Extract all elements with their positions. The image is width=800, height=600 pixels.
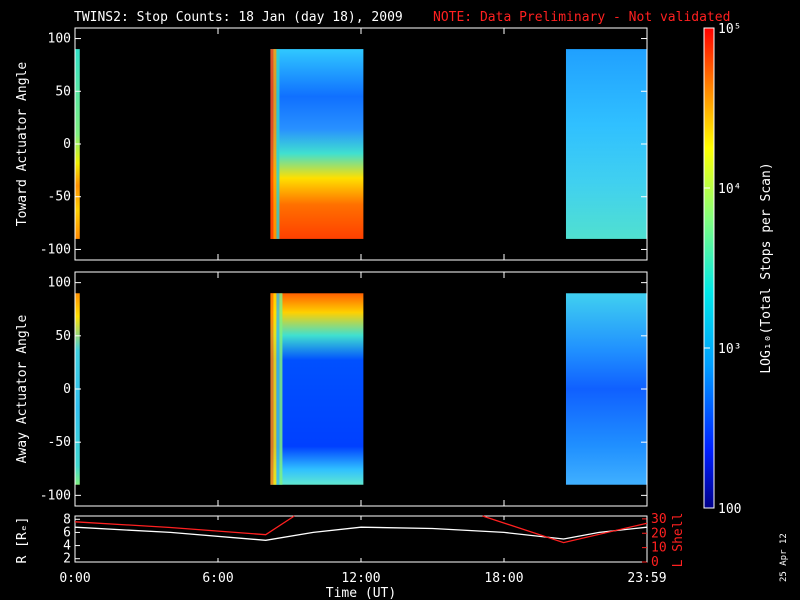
preliminary-note: NOTE: Data Preliminary - Not validated (433, 10, 730, 25)
colorbar-label: LOG₁₀(Total Stops per Scan) (759, 162, 774, 373)
lshell-tick-label-0: 30 (651, 512, 667, 527)
date-stamp: 25 Apr 12 (779, 533, 789, 582)
colorbar-tick-label-0: 10⁵ (718, 22, 741, 37)
away-y-label: Away Actuator Angle (15, 314, 30, 463)
away-ytick-label-3: -50 (48, 435, 71, 450)
lshell-tick-label-3: 0 (651, 555, 659, 570)
r-tick-label-0: 8 (63, 512, 71, 527)
toward-streak-2 (276, 49, 280, 239)
away-segment-2 (565, 293, 647, 485)
toward-ytick-label-1: 50 (55, 84, 71, 99)
r-tick-label-1: 6 (63, 525, 71, 540)
away-streak-2 (276, 293, 280, 485)
time-x-ticks: 0:00 6:00 12:00 18:00 23:59 (59, 28, 667, 586)
orbit-series-1 (74, 515, 295, 536)
colorbar-tick-label-2: 10³ (718, 342, 741, 357)
away-streak-0 (270, 293, 274, 485)
toward-segment-2 (565, 49, 647, 239)
away-segment-1 (270, 293, 364, 485)
colorbar-ticks: 10⁵ 10⁴ 10³ 100 (704, 22, 741, 517)
toward-angle-panel: 100 50 0 -50 -100 Toward Actuator Angle (15, 27, 648, 261)
toward-ytick-label-0: 100 (48, 32, 71, 47)
colorbar-tick-label-3: 100 (718, 502, 741, 517)
r-axis-label: R [Rₑ] (15, 517, 30, 564)
away-streak-3 (279, 293, 283, 485)
lshell-tick-label-1: 20 (651, 526, 667, 541)
toward-ytick-label-2: 0 (63, 137, 71, 152)
away-angle-panel: 100 50 0 -50 -100 Away Actuator Angle (15, 271, 648, 507)
away-ytick-label-4: -100 (40, 488, 71, 503)
colorbar: 10⁵ 10⁴ 10³ 100 LOG₁₀(Total Stops per Scan) (703, 22, 774, 517)
lshell-axis-label: L Shell (671, 513, 686, 568)
time-axis-label: Time (UT) (326, 586, 396, 600)
toward-segment-1 (270, 49, 364, 239)
toward-streak-0 (270, 49, 274, 239)
away-heatmap-data (75, 293, 647, 485)
orbit-series-0 (74, 526, 648, 541)
r-tick-label-2: 4 (63, 539, 71, 554)
r-tick-label-3: 2 (63, 552, 71, 567)
x-tick-label-4: 23:59 (627, 571, 666, 586)
toward-heatmap-data (75, 49, 647, 239)
colorbar-gradient (704, 28, 714, 508)
x-tick-label-3: 18:00 (484, 571, 523, 586)
away-streak-1 (273, 293, 277, 485)
away-y-ticks: 100 50 0 -50 -100 (40, 276, 647, 503)
orbit-lines (74, 515, 648, 544)
x-tick-label-1: 6:00 (202, 571, 233, 586)
x-tick-label-0: 0:00 (59, 571, 90, 586)
colorbar-tick-label-1: 10⁴ (718, 182, 741, 197)
x-tick-label-2: 12:00 (341, 571, 380, 586)
toward-ytick-label-3: -50 (48, 190, 71, 205)
toward-y-ticks: 100 50 0 -50 -100 (40, 32, 647, 257)
away-ytick-label-0: 100 (48, 276, 71, 291)
toward-streak-1 (273, 49, 277, 239)
toward-ytick-label-4: -100 (40, 242, 71, 257)
chart-title: TWINS2: Stop Counts: 18 Jan (day 18), 20… (74, 10, 403, 25)
orbit-series-2 (482, 515, 648, 544)
lshell-tick-label-2: 10 (651, 541, 667, 556)
away-ytick-label-1: 50 (55, 329, 71, 344)
away-ytick-label-2: 0 (63, 382, 71, 397)
toward-y-label: Toward Actuator Angle (15, 62, 30, 227)
